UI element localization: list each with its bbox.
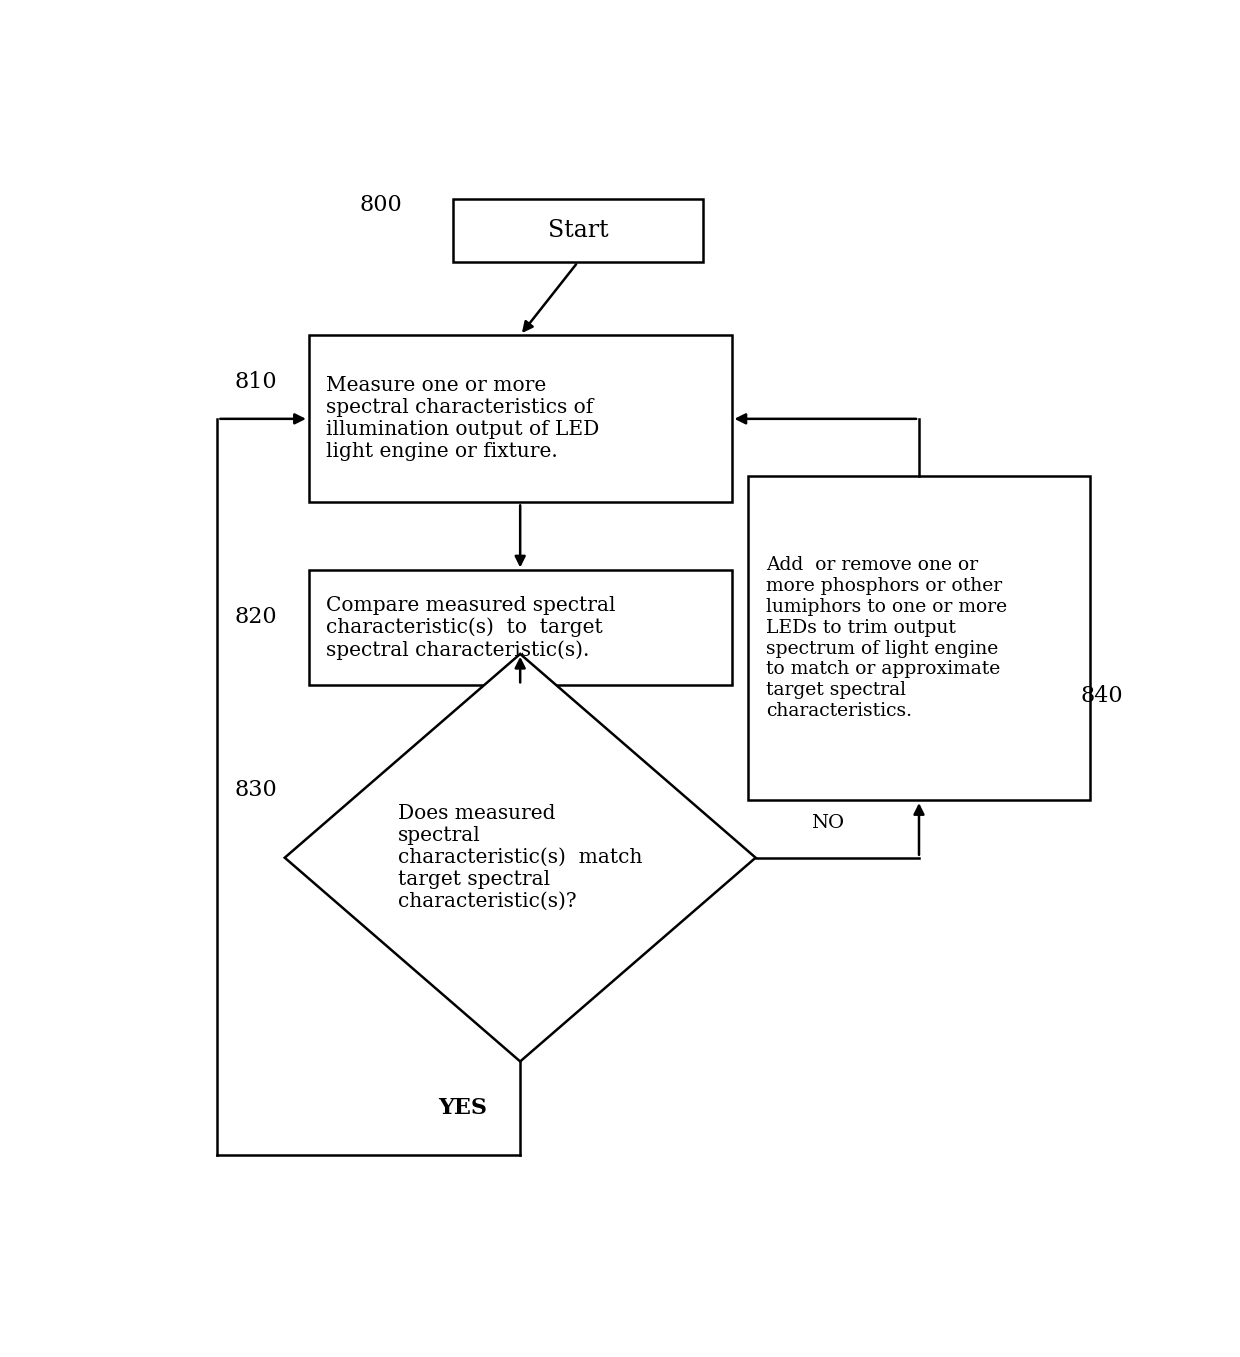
- Text: 810: 810: [234, 372, 278, 394]
- Polygon shape: [285, 654, 755, 1061]
- Text: Start: Start: [548, 220, 608, 243]
- FancyBboxPatch shape: [453, 199, 703, 262]
- FancyBboxPatch shape: [309, 335, 732, 502]
- Text: Measure one or more
spectral characteristics of
illumination output of LED
light: Measure one or more spectral characteris…: [326, 376, 599, 461]
- Text: Does measured
spectral
characteristic(s)  match
target spectral
characteristic(s: Does measured spectral characteristic(s)…: [398, 805, 642, 911]
- Text: Compare measured spectral
characteristic(s)  to  target
spectral characteristic(: Compare measured spectral characteristic…: [326, 596, 615, 660]
- Text: 830: 830: [234, 779, 278, 801]
- Text: NO: NO: [811, 814, 844, 832]
- Text: YES: YES: [438, 1098, 487, 1120]
- Text: 800: 800: [360, 194, 402, 216]
- Text: 840: 840: [1080, 685, 1123, 707]
- Text: 820: 820: [234, 607, 278, 628]
- FancyBboxPatch shape: [749, 476, 1090, 801]
- FancyBboxPatch shape: [309, 570, 732, 685]
- Text: Add  or remove one or
more phosphors or other
lumiphors to one or more
LEDs to t: Add or remove one or more phosphors or o…: [766, 556, 1007, 721]
